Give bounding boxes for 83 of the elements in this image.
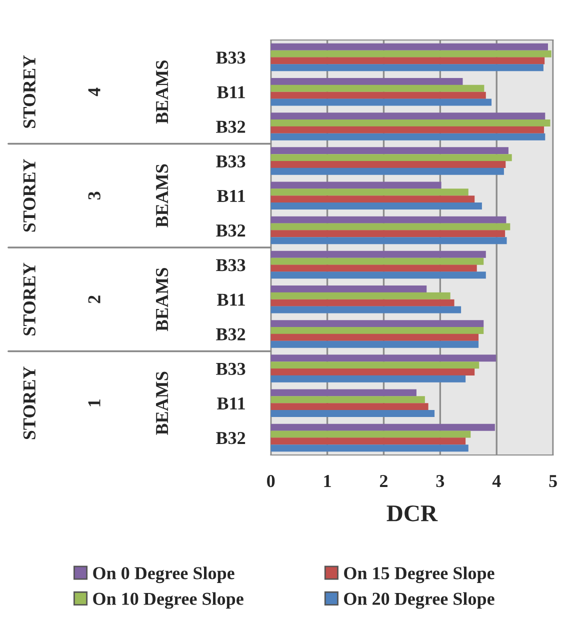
bar xyxy=(270,286,427,292)
bar xyxy=(270,196,475,203)
x-tick-label: 3 xyxy=(436,475,444,488)
bar xyxy=(270,362,480,369)
bar xyxy=(270,168,504,175)
bar xyxy=(270,50,552,58)
bar xyxy=(270,147,508,154)
bar xyxy=(270,258,484,265)
bar xyxy=(270,340,479,348)
bar xyxy=(270,327,484,334)
bar xyxy=(270,84,484,92)
text: BEAMS xyxy=(156,372,168,435)
y-tick-label: B33 xyxy=(216,259,246,272)
bar xyxy=(270,424,495,431)
bar xyxy=(270,112,546,120)
bar xyxy=(270,299,454,306)
legend-label: On 0 Degree Slope xyxy=(93,566,234,584)
bar xyxy=(270,292,450,300)
bar xyxy=(270,98,492,106)
bar xyxy=(270,57,545,64)
bar xyxy=(270,320,484,328)
y-tick-label: B32 xyxy=(216,120,246,133)
bar xyxy=(270,389,416,396)
x-tick-label: 2 xyxy=(380,475,388,487)
x-tick-label: 1 xyxy=(324,475,331,487)
bar xyxy=(270,133,546,140)
bar xyxy=(270,444,468,452)
y-tick-label: B32 xyxy=(216,328,246,340)
bar xyxy=(270,216,506,224)
bar xyxy=(270,368,475,376)
bar xyxy=(270,126,544,134)
bar xyxy=(270,154,512,162)
bar xyxy=(270,250,486,258)
text: STOREY xyxy=(23,55,36,128)
bar xyxy=(270,403,428,410)
y-tick-label: B32 xyxy=(216,224,246,237)
x-axis-title: DCR xyxy=(386,505,438,522)
bar xyxy=(270,272,486,279)
y-tick-label: B11 xyxy=(217,294,245,306)
legend-label: On 10 Degree Slope xyxy=(93,592,244,609)
text: STOREY xyxy=(23,262,36,336)
bar xyxy=(270,396,425,404)
text: 1 xyxy=(88,400,100,406)
bar xyxy=(270,43,548,50)
bar xyxy=(270,306,462,314)
x-tick-label: 4 xyxy=(492,475,501,487)
bar xyxy=(270,161,506,168)
text: 2 xyxy=(88,296,100,304)
bar xyxy=(270,202,482,210)
bar xyxy=(270,430,471,438)
bar xyxy=(270,188,468,196)
y-tick-label: B33 xyxy=(216,155,246,168)
text: 4 xyxy=(88,88,100,96)
bar xyxy=(270,64,544,72)
bar xyxy=(270,354,496,362)
bar xyxy=(270,334,479,341)
bar xyxy=(270,438,466,445)
bar xyxy=(270,230,506,238)
text: STOREY xyxy=(23,366,36,440)
bar xyxy=(270,78,463,85)
y-tick-label: B11 xyxy=(217,397,245,410)
bar xyxy=(270,182,442,189)
bar xyxy=(270,410,435,417)
text: BEAMS xyxy=(156,164,168,228)
bar xyxy=(270,92,486,99)
x-tick-label: 5 xyxy=(549,475,557,488)
y-tick-label: B32 xyxy=(216,432,246,444)
bar xyxy=(270,120,550,126)
bar xyxy=(270,375,466,382)
y-tick-label: B11 xyxy=(217,86,245,98)
text: 3 xyxy=(88,192,100,200)
text: BEAMS xyxy=(156,60,168,124)
y-tick-label: B11 xyxy=(217,190,245,202)
text: BEAMS xyxy=(156,268,168,332)
text: STOREY xyxy=(23,159,36,232)
bar xyxy=(270,223,510,230)
legend-label: On 15 Degree Slope xyxy=(344,566,494,584)
bar xyxy=(270,264,477,272)
bar xyxy=(270,237,507,244)
y-tick-label: B33 xyxy=(216,362,246,375)
legend-label: On 20 Degree Slope xyxy=(344,592,494,609)
y-tick-label: B33 xyxy=(216,52,246,64)
x-tick-label: 0 xyxy=(267,474,275,488)
